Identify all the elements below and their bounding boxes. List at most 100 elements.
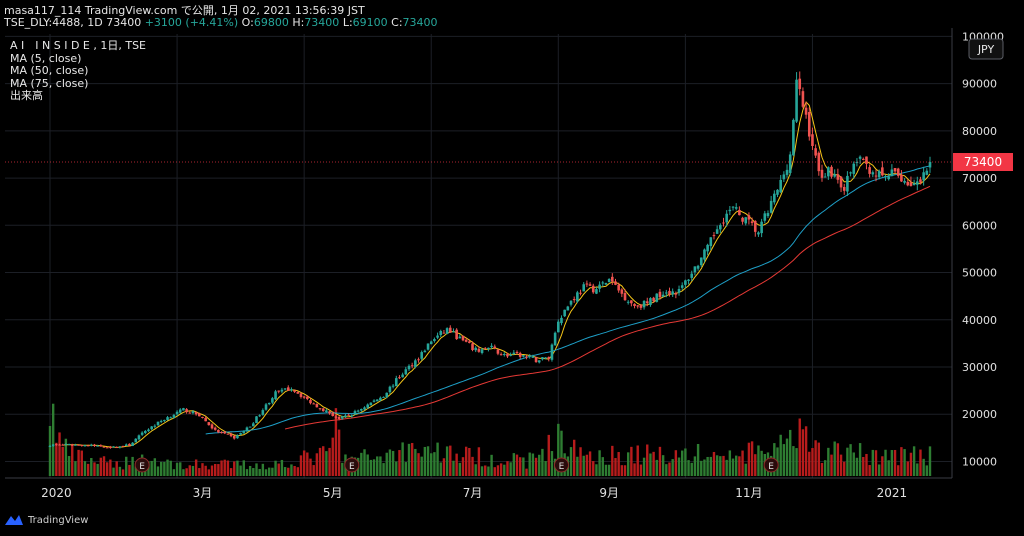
volume-bar: [760, 450, 763, 476]
candle: [318, 408, 322, 411]
candle: [649, 297, 652, 307]
candle: [248, 426, 252, 428]
candle-body: [719, 225, 722, 230]
volume-bar: [207, 469, 211, 476]
candle-body: [423, 350, 427, 353]
volume-bar: [163, 461, 166, 476]
low-label: L:: [342, 16, 353, 29]
volume-bar: [439, 462, 442, 476]
candle-body: [417, 359, 420, 361]
legend-volume[interactable]: 出来高: [10, 89, 43, 102]
volume-bar: [855, 457, 859, 476]
candle-body: [55, 444, 58, 446]
candle-body: [744, 217, 748, 224]
candle: [725, 210, 728, 227]
candle-body: [658, 291, 662, 298]
candle-body: [286, 387, 290, 391]
volume-bar: [48, 425, 52, 476]
candle: [750, 217, 754, 226]
candle: [242, 430, 246, 434]
volume-bar: [410, 442, 414, 476]
candle-body: [792, 119, 795, 156]
candle: [67, 443, 71, 446]
candle-body: [645, 301, 649, 304]
candle: [382, 396, 385, 398]
price-tick-label: 70000: [962, 172, 997, 185]
volume-bar: [385, 452, 388, 476]
candle: [814, 144, 817, 158]
volume-bar: [661, 455, 665, 476]
candle: [626, 300, 630, 305]
volume-bar: [376, 456, 379, 476]
volume-bar: [204, 465, 207, 476]
candle: [680, 282, 684, 290]
candle-body: [401, 374, 404, 378]
volume-bar: [51, 403, 55, 476]
legend-ma50[interactable]: MA (50, close): [10, 64, 89, 77]
candle-body: [827, 167, 830, 177]
candle-body: [169, 417, 173, 419]
candle-body: [769, 200, 773, 213]
candle-body: [255, 416, 258, 424]
volume-bar: [134, 466, 137, 476]
volume-bar: [858, 443, 862, 476]
volume-bar: [912, 446, 916, 476]
candle: [607, 278, 611, 283]
candle-body: [483, 348, 487, 350]
candle-body: [823, 176, 827, 178]
candle: [833, 169, 836, 178]
candle: [769, 195, 773, 214]
candle-body: [814, 148, 817, 156]
ma5-line: [62, 101, 931, 448]
candle-body: [217, 429, 220, 433]
volume-bar: [785, 438, 789, 476]
ohlc-line: TSE_DLY:4488, 1D 73400 +3100 (+4.41%) O:…: [4, 16, 438, 29]
earnings-marker-circle: [344, 457, 360, 473]
candle-body: [572, 299, 576, 301]
candle: [191, 410, 195, 415]
candle-body: [550, 344, 554, 360]
candle: [261, 408, 265, 416]
candle: [820, 164, 824, 182]
volume-bar: [744, 463, 747, 476]
candle: [102, 446, 106, 448]
volume-bar: [747, 442, 751, 476]
candle-body: [804, 107, 808, 115]
candle: [576, 290, 579, 304]
volume-bar: [684, 448, 687, 476]
candle-body: [137, 435, 141, 440]
candle: [340, 415, 344, 420]
candle: [773, 190, 776, 205]
candle-body: [661, 294, 665, 297]
volume-bar: [700, 460, 703, 476]
currency-badge-label: JPY: [977, 43, 995, 56]
candle: [699, 257, 703, 268]
candle: [302, 395, 306, 399]
candle-body: [83, 445, 87, 447]
candle: [585, 280, 589, 288]
volume-bar: [588, 451, 592, 476]
earnings-marker-label: E: [559, 462, 565, 472]
earnings-marker: E: [553, 457, 569, 473]
candle-body: [340, 416, 344, 419]
candle-body: [753, 220, 757, 232]
volume-bar: [681, 450, 684, 476]
legend-ma75[interactable]: MA (75, close): [10, 76, 89, 90]
candle-body: [541, 357, 544, 360]
candle: [817, 151, 821, 176]
last-price-marker: 73400: [5, 153, 1013, 172]
candle-body: [429, 341, 433, 345]
candle: [900, 170, 903, 182]
candle: [124, 443, 128, 447]
candle-body: [738, 209, 741, 216]
volume-bar: [471, 456, 474, 476]
volume-bar: [242, 460, 245, 476]
legend-ma5[interactable]: MA (5, close): [10, 51, 82, 65]
candle-body: [614, 281, 617, 285]
candle: [753, 220, 757, 237]
candle-body: [455, 329, 458, 340]
candle: [842, 183, 846, 195]
candle: [105, 447, 109, 449]
candle-body: [337, 417, 341, 419]
